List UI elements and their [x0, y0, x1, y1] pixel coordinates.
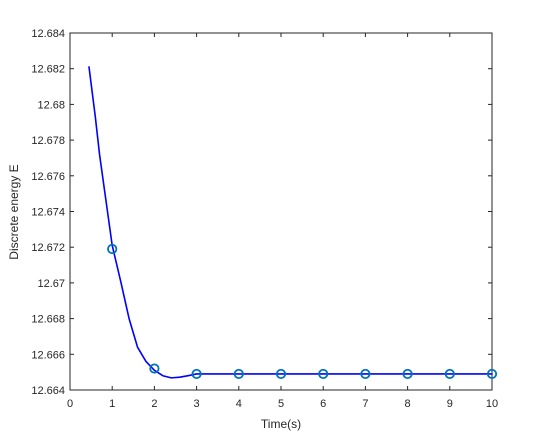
- y-tick-label: 12.674: [31, 207, 65, 219]
- x-tick-label: 10: [486, 398, 498, 410]
- energy-marker: [191, 368, 202, 380]
- y-tick-label: 12.664: [31, 385, 65, 397]
- y-tick-label: 12.672: [31, 242, 65, 254]
- energy-marker: [107, 243, 118, 255]
- y-axis-label: Discrete energy E: [7, 164, 21, 259]
- y-tick-label: 12.67: [37, 278, 65, 290]
- energy-marker: [318, 368, 329, 380]
- x-tick-label: 3: [194, 398, 200, 410]
- x-tick-label: 9: [447, 398, 453, 410]
- x-tick-label: 2: [151, 398, 157, 410]
- x-tick-label: 6: [320, 398, 326, 410]
- plot-frame: [69, 32, 493, 391]
- energy-marker: [149, 363, 160, 374]
- y-tick-label: 12.676: [31, 171, 65, 183]
- x-tick-label: 4: [236, 398, 242, 410]
- x-tick-label: 0: [67, 398, 73, 410]
- y-tick-label: 12.682: [31, 64, 65, 76]
- y-tick-label: 12.68: [37, 99, 65, 111]
- y-tick-label: 12.666: [31, 349, 65, 361]
- axes: 0 1 2 3 4 5 6 7 8 9 10 12.664 12.666 12.668 12.67 12.67…: [31, 28, 498, 410]
- energy-marker: [275, 368, 287, 380]
- energy-marker: [444, 368, 455, 380]
- x-tick-label: 8: [405, 398, 411, 410]
- x-tick-label: 1: [109, 398, 115, 410]
- energy-marker: [402, 368, 413, 380]
- x-tick-label: 5: [278, 398, 284, 410]
- energy-line: [88, 66, 493, 379]
- y-tick-label: 12.678: [31, 135, 65, 147]
- plot-data: [88, 66, 498, 380]
- energy-marker: [486, 368, 498, 380]
- energy-marker: [233, 368, 244, 380]
- y-tick-label: 12.668: [31, 314, 65, 326]
- x-tick-label: 7: [362, 398, 368, 410]
- y-tick-label: 12.684: [31, 28, 65, 40]
- x-axis-label: Time(s): [261, 417, 301, 431]
- energy-marker: [360, 368, 371, 380]
